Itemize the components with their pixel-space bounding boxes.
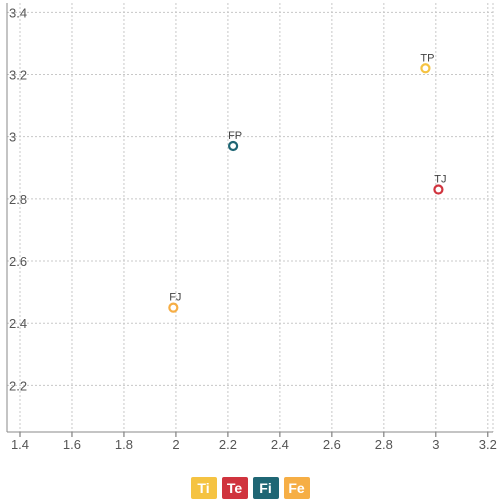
legend-item-ti[interactable]: Ti (190, 477, 217, 499)
x-tick-label: 2.4 (271, 437, 289, 452)
x-tick-label: 2.6 (323, 437, 341, 452)
x-tick-label: 1.8 (115, 437, 133, 452)
scatter-chart: 1.4 1.6 1.8 2 2.2 2.4 2.6 2.8 3 3.2 2.2 2.4 2.6 2.8 3 3… (6, 3, 497, 452)
y-tick-label: 3.2 (9, 68, 27, 83)
x-tick-label: 3 (432, 437, 439, 452)
data-point (228, 140, 239, 152)
grid-lines (7, 3, 494, 432)
data-point (420, 63, 431, 74)
data-point-label: FJ (169, 292, 181, 304)
data-point (433, 184, 444, 195)
data-point-label: TP (420, 52, 434, 64)
legend-item-te[interactable]: Te (221, 477, 248, 499)
x-tick-label: 2 (172, 437, 179, 452)
data-points: TP FP TJ FJ (168, 52, 447, 313)
y-tick-label: 2.4 (9, 316, 27, 331)
data-point-label: FP (228, 130, 242, 142)
x-tick-label: 2.2 (219, 437, 237, 452)
y-tick-label: 2.8 (9, 192, 27, 207)
y-tick-label: 2.2 (9, 378, 27, 393)
legend-item-fe[interactable]: Fe (283, 477, 310, 499)
x-tick-label: 1.6 (63, 437, 81, 452)
x-tick-label: 1.4 (11, 437, 29, 452)
data-point (168, 302, 179, 313)
x-tick-label: 3.2 (479, 437, 497, 452)
y-tick-label: 3 (9, 130, 16, 145)
y-tick-label: 2.6 (9, 254, 27, 269)
legend-item-fi[interactable]: Fi (252, 477, 279, 499)
x-tick-label: 2.8 (375, 437, 393, 452)
data-point-label: TJ (434, 174, 446, 186)
legend: Ti Te Fi Fe (0, 477, 500, 499)
y-tick-label: 3.4 (9, 5, 27, 20)
axes: 1.4 1.6 1.8 2 2.2 2.4 2.6 2.8 3 3.2 2.2 2.4 2.6 2.8 3 3… (6, 3, 497, 452)
